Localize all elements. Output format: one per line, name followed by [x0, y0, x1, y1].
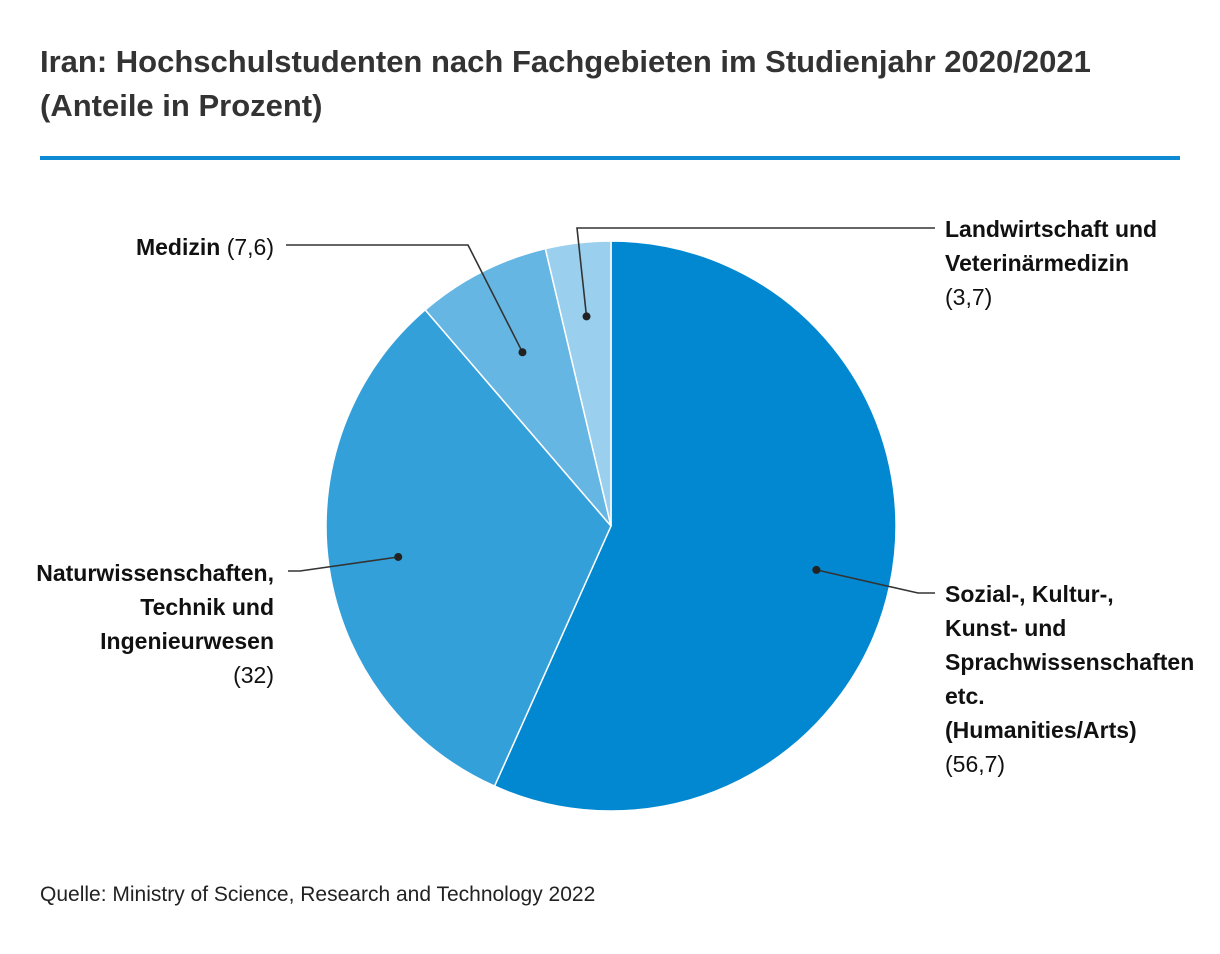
label-medizin-value: (7,6)	[226, 234, 274, 260]
label-landwirtschaft-name: Landwirtschaft und Veterinärmedizin	[945, 216, 1158, 276]
label-naturwissenschaften-name: Naturwissenschaften, Technik und Ingenie…	[36, 560, 274, 654]
label-sozialwissenschaften: Sozial-, Kultur-, Kunst- und Sprachwisse…	[945, 577, 1195, 781]
pie-slice-sozial	[493, 240, 897, 812]
leader-dot-land	[582, 312, 591, 321]
source-note: Quelle: Ministry of Science, Research an…	[40, 883, 596, 906]
label-landwirtschaft-value: (3,7)	[945, 284, 993, 310]
leader-line-sozial	[816, 569, 935, 594]
leader-dot-medizin	[518, 348, 527, 357]
leader-dot-sozial	[812, 565, 821, 574]
label-sozialwissenschaften-name: Sozial-, Kultur-, Kunst- und Sprachwisse…	[945, 581, 1195, 743]
title-divider	[40, 156, 1180, 160]
leader-line-land	[576, 227, 935, 317]
chart-title: Iran: Hochschulstudenten nach Fachgebiet…	[40, 44, 1091, 123]
label-medizin-name: Medizin	[135, 234, 221, 260]
leader-line-medizin	[286, 244, 524, 353]
label-naturwissenschaften: Naturwissenschaften, Technik und Ingenie…	[34, 556, 274, 692]
label-landwirtschaft: Landwirtschaft und Veterinärmedizin (3,7…	[945, 212, 1175, 314]
leader-line-natur	[288, 556, 399, 572]
leader-dot-natur	[394, 552, 403, 561]
label-naturwissenschaften-value: (32)	[233, 662, 274, 688]
label-medizin: Medizin (7,6)	[136, 230, 274, 264]
label-sozialwissenschaften-value: (56,7)	[945, 751, 1006, 777]
